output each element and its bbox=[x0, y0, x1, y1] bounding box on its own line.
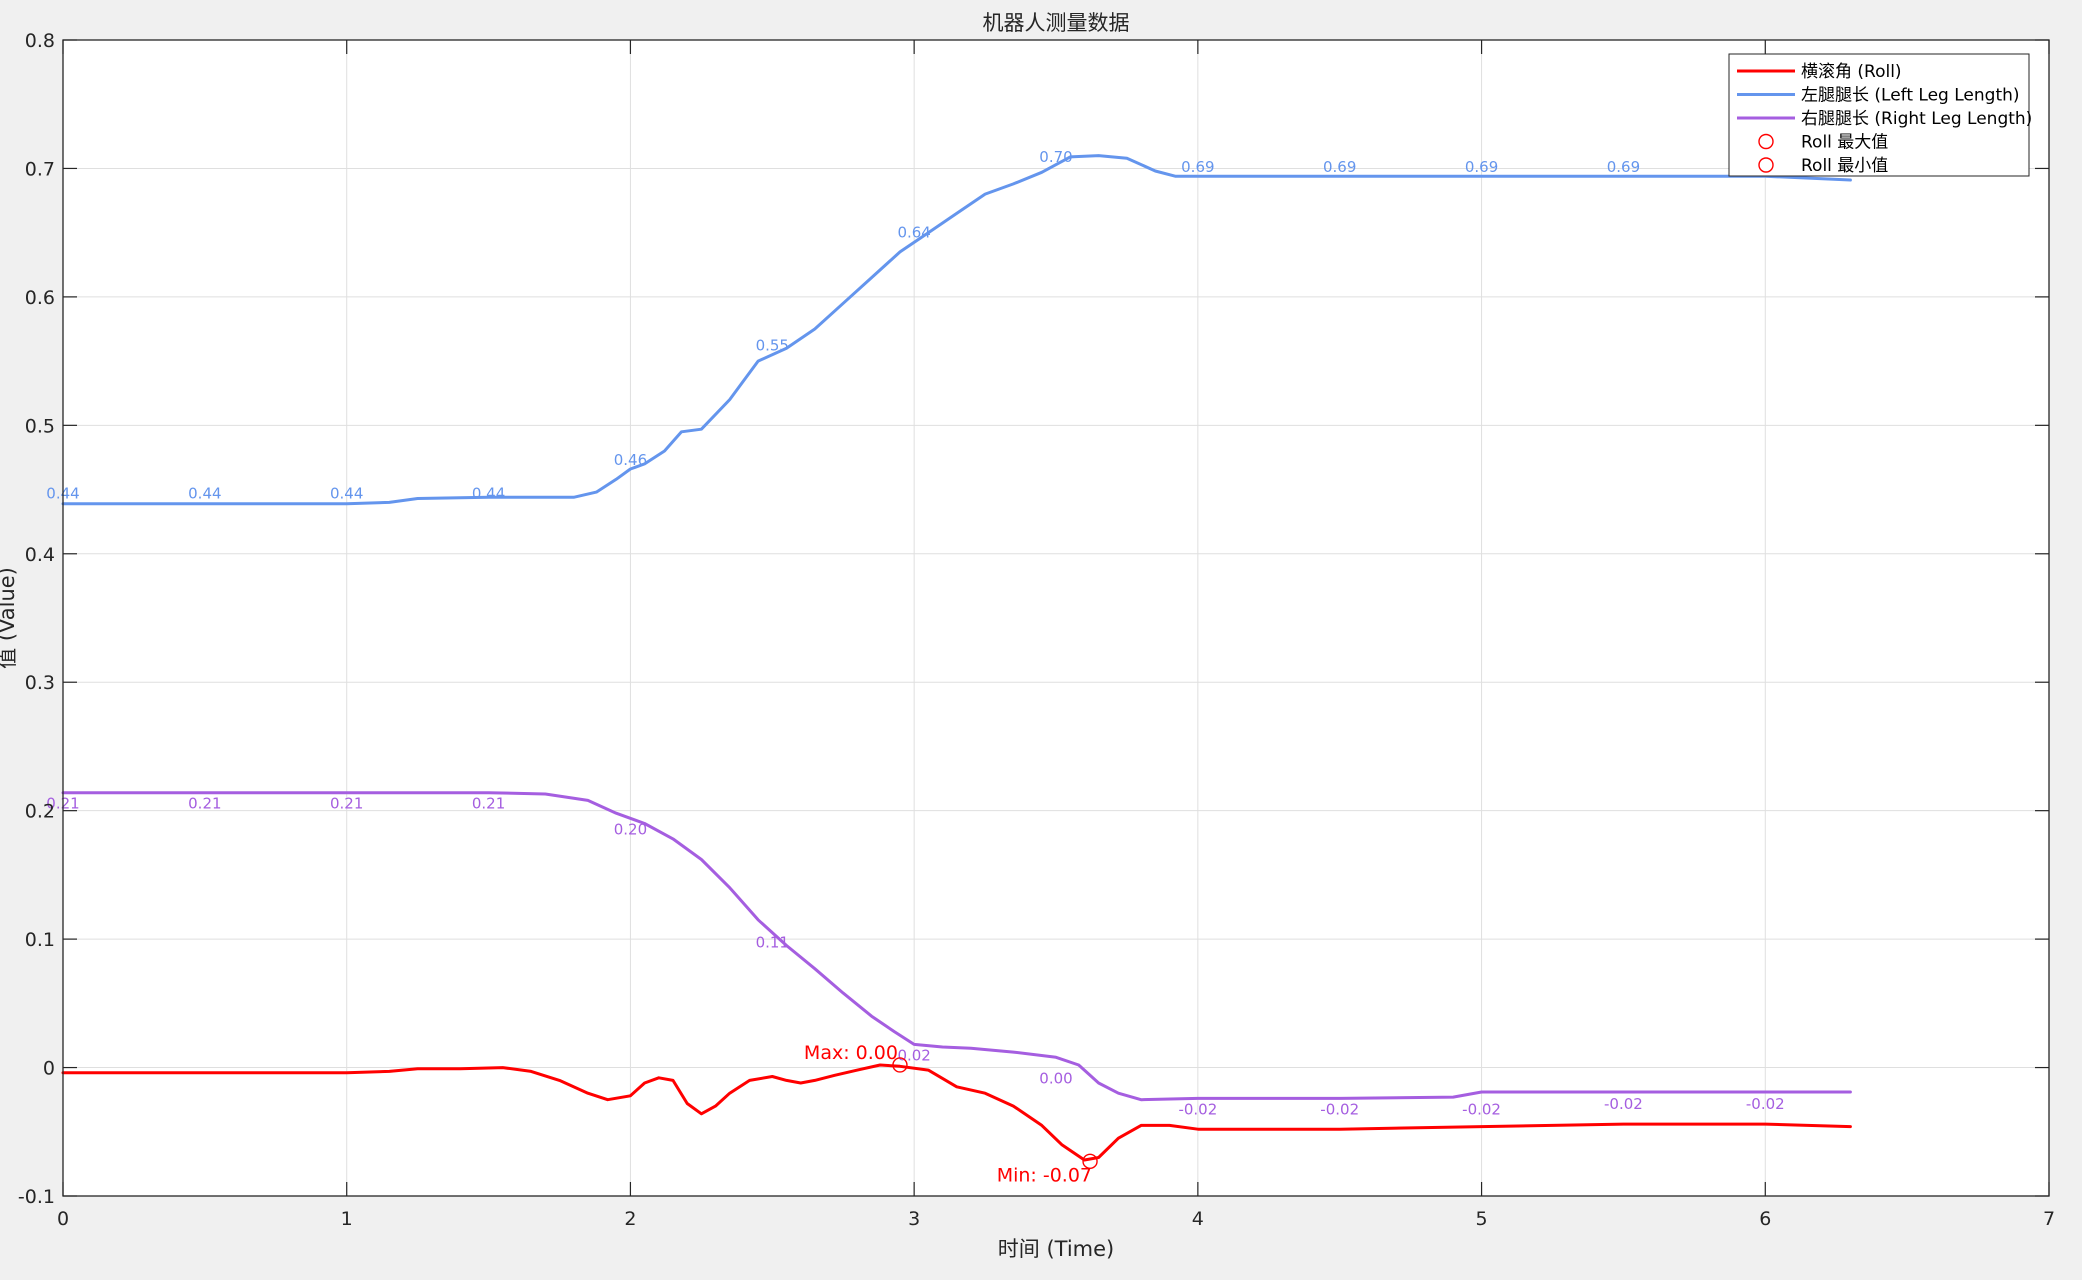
data-label: -0.02 bbox=[1462, 1100, 1501, 1118]
legend-box bbox=[1728, 53, 2030, 177]
data-label: 0.70 bbox=[1039, 148, 1072, 166]
legend-entry: 右腿腿长 (Right Leg Length) bbox=[1801, 109, 2032, 129]
y-tick-label: 0.8 bbox=[25, 30, 55, 52]
y-tick-label: 0.7 bbox=[25, 158, 55, 180]
legend-entry: 左腿腿长 (Left Leg Length) bbox=[1801, 86, 2020, 106]
x-tick-label: 2 bbox=[624, 1208, 636, 1230]
y-tick-label: 0.5 bbox=[25, 415, 55, 437]
right-leg-length-line bbox=[61, 791, 1852, 1102]
data-label: 0.21 bbox=[188, 795, 221, 813]
x-tick-label: 7 bbox=[2043, 1208, 2055, 1230]
data-label: 0.69 bbox=[1607, 158, 1640, 176]
chart-title: 机器人测量数据 bbox=[983, 11, 1130, 35]
data-label: -0.02 bbox=[1746, 1095, 1785, 1113]
series-lines bbox=[61, 154, 1852, 1162]
left-leg-length-line bbox=[61, 154, 1852, 506]
data-label: 0.69 bbox=[1181, 158, 1214, 176]
y-tick-label: 0.1 bbox=[25, 929, 55, 951]
legend-marker bbox=[1758, 157, 1774, 173]
roll-line bbox=[61, 1063, 1852, 1162]
x-tick-label: 1 bbox=[341, 1208, 353, 1230]
grid-lines bbox=[63, 40, 2049, 1196]
x-tick-label: 4 bbox=[1192, 1208, 1204, 1230]
data-label: 0.00 bbox=[1039, 1070, 1072, 1088]
plot-frame bbox=[62, 39, 2050, 1197]
y-tick-label: 0.3 bbox=[25, 672, 55, 694]
x-axis-label: 时间 (Time) bbox=[998, 1237, 1114, 1261]
data-label: 0.44 bbox=[330, 484, 363, 502]
legend-entry: 横滚角 (Roll) bbox=[1801, 62, 1902, 82]
y-tick-label: 0.2 bbox=[25, 801, 55, 823]
axis-ticks: 0 1 2 3 4 5 6 7-0.100.10.20.30.40.50.60.70.8 bbox=[18, 30, 2055, 1230]
legend-entry: Roll 最小值 bbox=[1801, 156, 1888, 176]
x-tick-label: 0 bbox=[57, 1208, 69, 1230]
data-label: 0.02 bbox=[897, 1046, 930, 1064]
y-tick-label: 0 bbox=[43, 1058, 55, 1080]
data-label: 0.21 bbox=[472, 795, 505, 813]
legend: 横滚角 (Roll) 左腿腿长 (Left Leg Length) 右腿腿长 (Ri… bbox=[1728, 53, 2032, 177]
data-label: 0.44 bbox=[472, 484, 505, 502]
legend-marker bbox=[1758, 133, 1774, 150]
y-tick-label: 0.6 bbox=[25, 287, 55, 309]
data-label: -0.02 bbox=[1604, 1095, 1643, 1113]
data-label: -0.02 bbox=[1178, 1100, 1217, 1118]
data-label: 0.11 bbox=[756, 933, 789, 951]
data-label: 0.69 bbox=[1323, 158, 1356, 176]
x-tick-label: 5 bbox=[1476, 1208, 1488, 1230]
data-label: 0.44 bbox=[188, 484, 221, 502]
x-tick-label: 3 bbox=[908, 1208, 920, 1230]
roll-max-label: Max: 0.00 bbox=[804, 1042, 898, 1064]
data-label: 0.64 bbox=[897, 224, 930, 242]
legend-entry: Roll 最大值 bbox=[1801, 133, 1888, 153]
data-labels: 0.44 0.44 0.44 0.440.460.550.640.700.69 0.69… bbox=[46, 148, 1784, 1119]
data-label: 0.69 bbox=[1465, 158, 1498, 176]
y-tick-label: 0.4 bbox=[25, 544, 55, 566]
roll-max-marker bbox=[892, 1057, 908, 1073]
y-tick-label: -0.1 bbox=[18, 1186, 55, 1208]
data-label: -0.02 bbox=[1320, 1100, 1359, 1118]
data-label: 0.20 bbox=[614, 820, 647, 838]
x-tick-label: 6 bbox=[1759, 1208, 1771, 1230]
plot-area bbox=[63, 40, 2049, 1196]
roll-extremes: Max: 0.00 Min: -0.07 bbox=[804, 1042, 1098, 1186]
data-label: 0.46 bbox=[614, 451, 647, 469]
roll-min-label: Min: -0.07 bbox=[997, 1164, 1092, 1186]
roll-min-marker bbox=[1082, 1153, 1098, 1170]
y-axis-label: 值 (Value) bbox=[0, 567, 19, 669]
data-label: 0.55 bbox=[756, 337, 789, 355]
data-label: 0.21 bbox=[330, 795, 363, 813]
